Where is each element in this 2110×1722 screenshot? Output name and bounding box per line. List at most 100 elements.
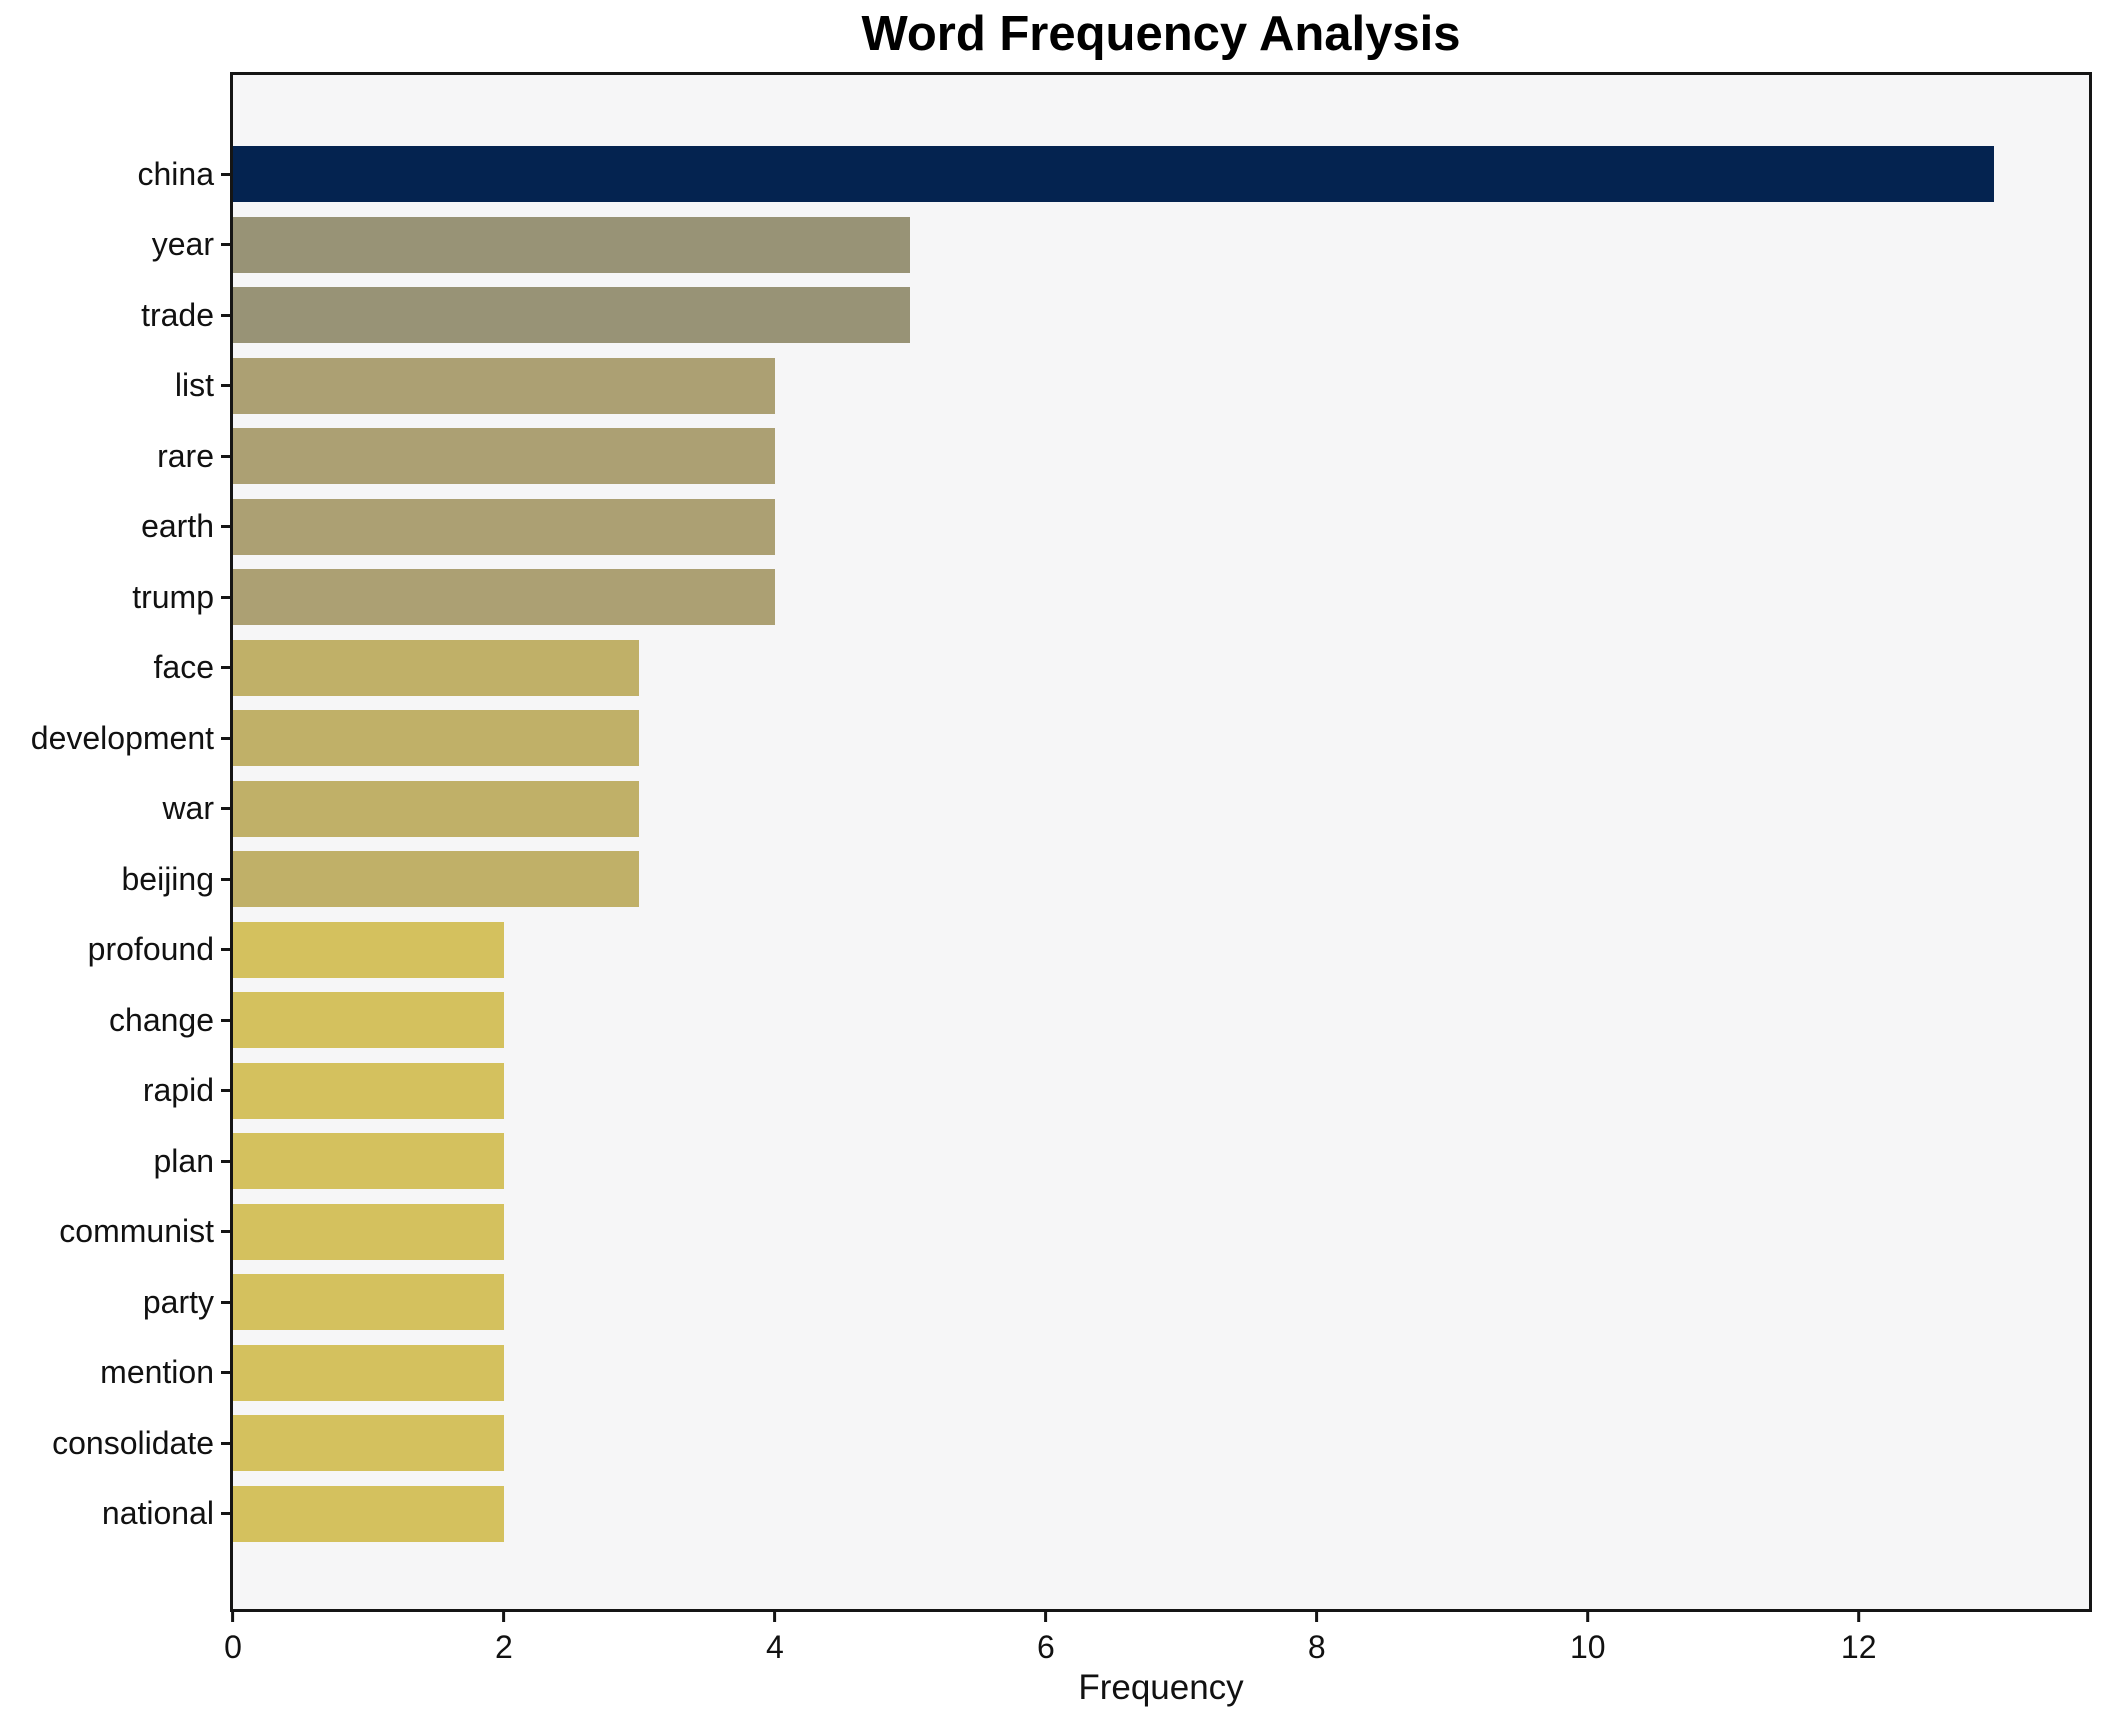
- bar-row: [233, 1197, 2089, 1268]
- y-tick-row: national: [0, 1479, 230, 1550]
- x-tick-mark: [502, 1612, 506, 1622]
- bar-trade: [233, 287, 911, 344]
- x-tick-mark: [231, 1612, 235, 1622]
- y-tick-row: plan: [0, 1126, 230, 1197]
- y-tick-row: consolidate: [0, 1408, 230, 1479]
- y-tick-label: development: [30, 719, 214, 756]
- x-axis: 0 2 4 6 8 10 12: [224, 1612, 2089, 1682]
- x-tick-label: 6: [1036, 1629, 1055, 1665]
- bar-row: [233, 492, 2089, 563]
- x-tick: 10: [1570, 1612, 1606, 1666]
- chart-title: Word Frequency Analysis: [861, 7, 1461, 61]
- y-tick-label: trade: [141, 296, 214, 333]
- y-tick-row: communist: [0, 1197, 230, 1268]
- y-tick-row: rare: [0, 421, 230, 492]
- y-tick-mark: [221, 1512, 230, 1516]
- x-tick-label: 10: [1569, 1629, 1606, 1665]
- y-tick-row: earth: [0, 492, 230, 563]
- bar-row: [233, 633, 2089, 704]
- bar-year: [233, 216, 911, 273]
- y-tick-label: year: [151, 226, 214, 263]
- bar-rare: [233, 428, 775, 485]
- y-tick-row: war: [0, 774, 230, 845]
- y-tick-row: beijing: [0, 844, 230, 915]
- y-tick-label: consolidate: [52, 1424, 214, 1461]
- y-tick-mark: [221, 1371, 230, 1375]
- bar-row: [233, 915, 2089, 986]
- x-tick-mark: [1586, 1612, 1590, 1622]
- bar-row: [233, 139, 2089, 210]
- x-tick-label: 4: [765, 1629, 784, 1665]
- bar-earth: [233, 498, 775, 555]
- bar-trump: [233, 569, 775, 626]
- bar-row: [233, 280, 2089, 351]
- y-tick-row: trade: [0, 280, 230, 351]
- x-tick-mark: [1315, 1612, 1319, 1622]
- plot-area: [230, 72, 2092, 1612]
- bar-face: [233, 639, 640, 696]
- y-tick-label: list: [174, 367, 214, 404]
- y-tick-mark: [221, 1018, 230, 1022]
- bars-container: [233, 75, 2089, 1609]
- x-axis-label: Frequency: [1078, 1668, 1244, 1707]
- x-tick: 8: [1308, 1612, 1326, 1666]
- bar-plan: [233, 1133, 504, 1190]
- y-tick-row: trump: [0, 562, 230, 633]
- y-tick-mark: [221, 1159, 230, 1163]
- x-tick-label: 12: [1840, 1629, 1877, 1665]
- bar-row: [233, 351, 2089, 422]
- y-tick-mark: [221, 666, 230, 670]
- bar-communist: [233, 1203, 504, 1260]
- y-tick-mark: [221, 1230, 230, 1234]
- bar-beijing: [233, 851, 640, 908]
- y-tick-label: rapid: [142, 1072, 214, 1109]
- y-tick-label: change: [109, 1001, 214, 1038]
- bar-consolidate: [233, 1415, 504, 1472]
- bar-mention: [233, 1344, 504, 1401]
- y-tick-label: beijing: [121, 860, 214, 897]
- bar-change: [233, 992, 504, 1049]
- y-tick-mark: [221, 807, 230, 811]
- y-tick-label: national: [101, 1495, 214, 1532]
- y-tick-mark: [221, 1089, 230, 1093]
- x-tick-label: 8: [1307, 1629, 1326, 1665]
- bar-row: [233, 1126, 2089, 1197]
- y-tick-mark: [221, 454, 230, 458]
- bar-row: [233, 421, 2089, 492]
- y-tick-mark: [221, 877, 230, 881]
- y-tick-mark: [221, 948, 230, 952]
- y-tick-mark: [221, 1441, 230, 1445]
- bar-china: [233, 146, 1995, 203]
- y-tick-row: china: [0, 139, 230, 210]
- y-tick-label: party: [142, 1283, 214, 1320]
- bar-row: [233, 774, 2089, 845]
- y-tick-row: change: [0, 985, 230, 1056]
- y-tick-label: trump: [132, 578, 214, 615]
- y-tick-mark: [221, 595, 230, 599]
- x-tick: 2: [495, 1612, 513, 1666]
- x-tick-label: 2: [495, 1629, 513, 1665]
- bar-row: [233, 1408, 2089, 1479]
- y-tick-row: list: [0, 351, 230, 422]
- bar-war: [233, 780, 640, 837]
- y-tick-label: plan: [153, 1142, 215, 1179]
- x-tick: 6: [1037, 1612, 1055, 1666]
- bar-row: [233, 1267, 2089, 1338]
- y-tick-label: war: [162, 790, 214, 827]
- y-tick-mark: [221, 384, 230, 388]
- y-tick-mark: [221, 1300, 230, 1304]
- bar-row: [233, 1338, 2089, 1409]
- bar-list: [233, 357, 775, 414]
- bar-party: [233, 1274, 504, 1331]
- y-tick-mark: [221, 243, 230, 247]
- y-tick-label: china: [137, 155, 215, 192]
- bar-rapid: [233, 1062, 504, 1119]
- bar-row: [233, 562, 2089, 633]
- x-tick-mark: [1044, 1612, 1048, 1622]
- bar-row: [233, 703, 2089, 774]
- y-tick-label: communist: [59, 1213, 214, 1250]
- bar-row: [233, 1056, 2089, 1127]
- y-tick-row: year: [0, 210, 230, 281]
- x-tick: 12: [1840, 1612, 1877, 1666]
